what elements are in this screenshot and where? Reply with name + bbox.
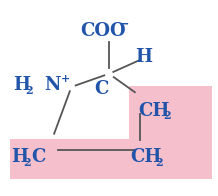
Text: H: H	[13, 76, 30, 94]
Text: CH: CH	[138, 102, 169, 120]
Text: H: H	[135, 48, 152, 66]
FancyBboxPatch shape	[129, 86, 212, 179]
FancyBboxPatch shape	[10, 139, 129, 179]
Text: COO: COO	[80, 22, 126, 40]
Text: −: −	[119, 17, 129, 30]
Text: 2: 2	[23, 157, 31, 168]
Text: +: +	[61, 73, 70, 84]
Text: 2: 2	[25, 85, 33, 96]
Text: 2: 2	[155, 157, 163, 168]
Text: C: C	[32, 148, 46, 166]
Text: N: N	[44, 76, 61, 94]
Text: CH: CH	[131, 148, 162, 166]
Text: H: H	[11, 148, 28, 166]
Text: C: C	[94, 80, 109, 98]
Text: 2: 2	[163, 111, 170, 122]
